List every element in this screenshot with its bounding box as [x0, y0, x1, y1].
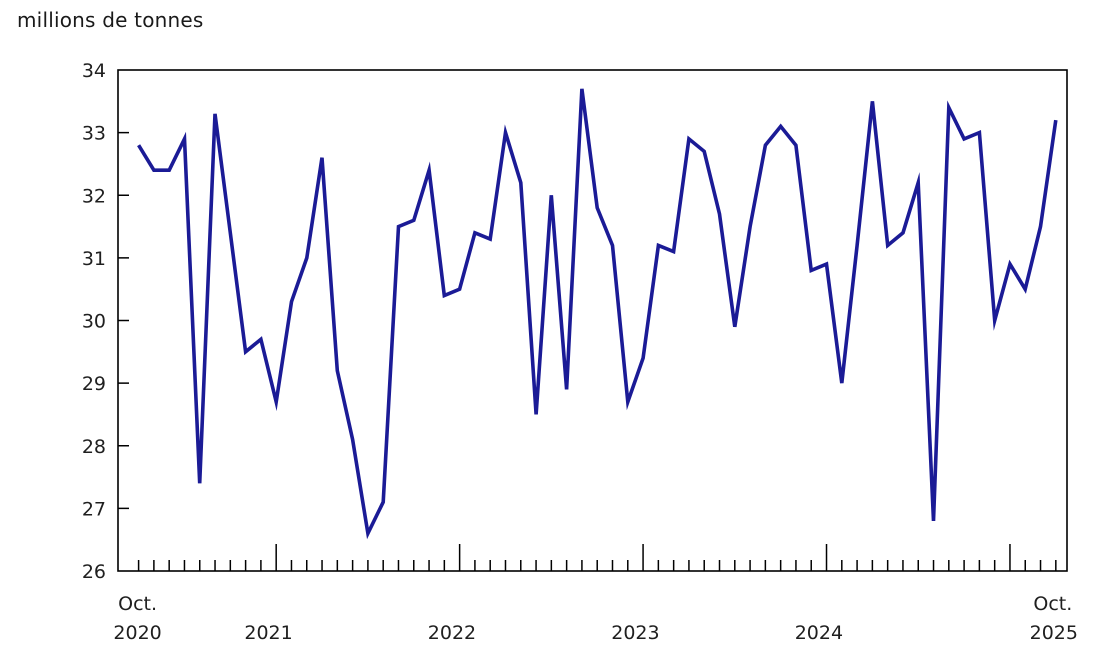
chart-title: millions de tonnes	[17, 8, 204, 32]
y-tick-label: 26	[82, 561, 106, 583]
x-year-label: 2022	[428, 622, 476, 644]
x-end-year-label: 2025	[1030, 622, 1078, 644]
x-year-label: 2021	[244, 622, 292, 644]
y-tick-label: 33	[82, 123, 106, 145]
x-year-label: 2024	[795, 622, 843, 644]
y-tick-label: 27	[82, 498, 106, 520]
y-tick-label: 31	[82, 248, 106, 270]
x-start-year-label: 2020	[113, 622, 161, 644]
y-tick-label: 30	[82, 311, 106, 333]
data-series-line	[137, 88, 1058, 540]
y-tick-label: 34	[82, 60, 106, 82]
y-tick-label: 32	[82, 185, 106, 207]
y-tick-label: 29	[82, 373, 106, 395]
x-year-label: 2023	[611, 622, 659, 644]
x-start-month-label: Oct.	[118, 593, 157, 615]
y-tick-label: 28	[82, 436, 106, 458]
x-end-month-label: Oct.	[1033, 593, 1072, 615]
plot-frame	[117, 69, 1068, 572]
